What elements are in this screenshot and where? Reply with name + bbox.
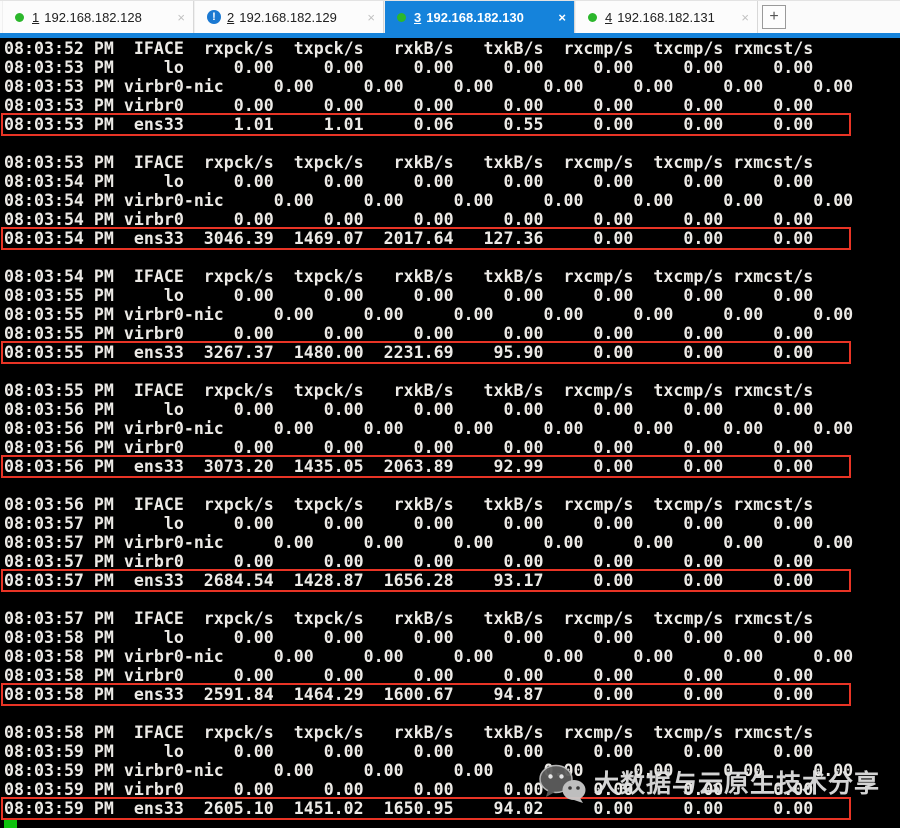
terminal-screen[interactable]: 08:03:52 PM IFACE rxpck/s txpck/s rxkB/s… — [0, 38, 900, 828]
sar-row: 08:03:53 PM virbr0 0.00 0.00 0.00 0.00 0… — [4, 96, 814, 115]
blank-line — [4, 590, 14, 609]
sar-row: 08:03:56 PM lo 0.00 0.00 0.00 0.00 0.00 … — [4, 400, 814, 419]
tab-session-2[interactable]: ! 2 192.168.182.129 × — [194, 1, 384, 33]
close-icon[interactable]: × — [741, 9, 749, 25]
close-icon[interactable]: × — [177, 9, 185, 25]
sar-row: 08:03:53 PM virbr0-nic 0.00 0.00 0.00 0.… — [4, 77, 854, 96]
sar-row: 08:03:58 PM virbr0 0.00 0.00 0.00 0.00 0… — [4, 666, 814, 685]
sar-row-ens33-highlighted: 08:03:58 PM ens33 2591.84 1464.29 1600.6… — [0, 683, 852, 706]
close-icon[interactable]: × — [367, 9, 375, 25]
blank-line — [4, 362, 14, 381]
sar-row: 08:03:58 PM virbr0-nic 0.00 0.00 0.00 0.… — [4, 647, 854, 666]
alert-status-icon: ! — [207, 10, 221, 24]
tab-session-4[interactable]: 4 192.168.182.131 × — [575, 1, 758, 33]
sar-row: 08:03:58 PM lo 0.00 0.00 0.00 0.00 0.00 … — [4, 628, 814, 647]
sar-row: 08:03:57 PM virbr0-nic 0.00 0.00 0.00 0.… — [4, 533, 854, 552]
sar-row: 08:03:59 PM lo 0.00 0.00 0.00 0.00 0.00 … — [4, 742, 814, 761]
blank-line — [4, 134, 14, 153]
sar-row-ens33-highlighted: 08:03:57 PM ens33 2684.54 1428.87 1656.2… — [0, 569, 852, 592]
tab-number: 2 — [227, 9, 235, 25]
tab-ip-label: 192.168.182.129 — [239, 9, 337, 25]
sar-row: 08:03:53 PM lo 0.00 0.00 0.00 0.00 0.00 … — [4, 58, 814, 77]
sar-row: 08:03:55 PM virbr0-nic 0.00 0.00 0.00 0.… — [4, 305, 854, 324]
sar-row: 08:03:55 PM lo 0.00 0.00 0.00 0.00 0.00 … — [4, 286, 814, 305]
close-icon[interactable]: × — [558, 9, 566, 25]
sar-row: 08:03:56 PM virbr0-nic 0.00 0.00 0.00 0.… — [4, 419, 854, 438]
sar-row-ens33-highlighted: 08:03:59 PM ens33 2605.10 1451.02 1650.9… — [0, 797, 852, 820]
sar-row-ens33-highlighted: 08:03:53 PM ens33 1.01 1.01 0.06 0.55 0.… — [0, 113, 852, 136]
blank-line — [4, 704, 14, 723]
sar-network-output: 08:03:52 PM IFACE rxpck/s txpck/s rxkB/s… — [0, 39, 900, 820]
tab-ip-label: 192.168.182.131 — [617, 9, 715, 25]
tab-number: 3 — [414, 9, 422, 25]
sar-row: 08:03:54 PM virbr0 0.00 0.00 0.00 0.00 0… — [4, 210, 814, 229]
sar-row: 08:03:59 PM virbr0-nic 0.00 0.00 0.00 0.… — [4, 761, 854, 780]
sar-header-row: 08:03:52 PM IFACE rxpck/s txpck/s rxkB/s… — [4, 39, 814, 58]
sar-row-ens33-highlighted: 08:03:54 PM ens33 3046.39 1469.07 2017.6… — [0, 227, 852, 250]
tab-session-1[interactable]: 1 192.168.182.128 × — [2, 1, 194, 33]
tab-number: 1 — [32, 9, 40, 25]
sar-header-row: 08:03:55 PM IFACE rxpck/s txpck/s rxkB/s… — [4, 381, 814, 400]
sar-header-row: 08:03:58 PM IFACE rxpck/s txpck/s rxkB/s… — [4, 723, 814, 742]
sar-row: 08:03:56 PM virbr0 0.00 0.00 0.00 0.00 0… — [4, 438, 814, 457]
sar-row: 08:03:54 PM virbr0-nic 0.00 0.00 0.00 0.… — [4, 191, 854, 210]
tab-number: 4 — [605, 9, 613, 25]
connected-status-dot-icon — [15, 12, 24, 22]
sar-row: 08:03:54 PM lo 0.00 0.00 0.00 0.00 0.00 … — [4, 172, 814, 191]
blank-line — [4, 248, 14, 267]
blank-line — [4, 476, 14, 495]
sar-header-row: 08:03:54 PM IFACE rxpck/s txpck/s rxkB/s… — [4, 267, 814, 286]
sar-header-row: 08:03:56 PM IFACE rxpck/s txpck/s rxkB/s… — [4, 495, 814, 514]
tab-ip-label: 192.168.182.130 — [426, 9, 524, 25]
sar-row: 08:03:55 PM virbr0 0.00 0.00 0.00 0.00 0… — [4, 324, 814, 343]
tab-ip-label: 192.168.182.128 — [44, 9, 142, 25]
sar-header-row: 08:03:53 PM IFACE rxpck/s txpck/s rxkB/s… — [4, 153, 814, 172]
connected-status-dot-icon — [588, 12, 597, 22]
sar-header-row: 08:03:57 PM IFACE rxpck/s txpck/s rxkB/s… — [4, 609, 814, 628]
tab-session-3-active[interactable]: 3 192.168.182.130 × — [384, 1, 575, 33]
sar-row-ens33-highlighted: 08:03:55 PM ens33 3267.37 1480.00 2231.6… — [0, 341, 852, 364]
sar-row: 08:03:59 PM virbr0 0.00 0.00 0.00 0.00 0… — [4, 780, 814, 799]
sar-row-ens33-highlighted: 08:03:56 PM ens33 3073.20 1435.05 2063.8… — [0, 455, 852, 478]
active-tab-accent-strip — [0, 33, 900, 38]
sar-row: 08:03:57 PM virbr0 0.00 0.00 0.00 0.00 0… — [4, 552, 814, 571]
tab-bar: 1 192.168.182.128 × ! 2 192.168.182.129 … — [0, 0, 900, 33]
new-tab-button[interactable]: + — [762, 5, 786, 29]
terminal-cursor — [4, 820, 17, 828]
connected-status-dot-icon — [397, 12, 406, 22]
sar-row: 08:03:57 PM lo 0.00 0.00 0.00 0.00 0.00 … — [4, 514, 814, 533]
